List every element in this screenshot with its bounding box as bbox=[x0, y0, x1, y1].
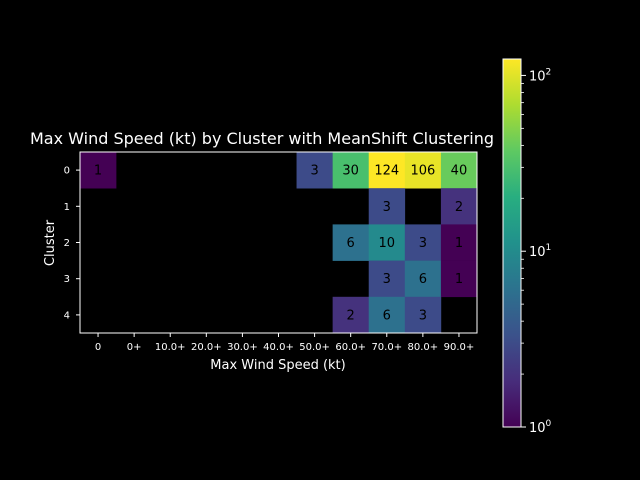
cell-value-label: 1 bbox=[94, 164, 102, 179]
cell-value-label: 6 bbox=[419, 272, 427, 287]
x-axis-label: Max Wind Speed (kt) bbox=[210, 358, 345, 373]
x-tick-label: 50.0+ bbox=[299, 342, 330, 353]
heatmap-cell bbox=[332, 152, 370, 189]
y-axis-ticks: 0 1 2 3 4 bbox=[64, 166, 80, 321]
cell-value-label: 30 bbox=[342, 164, 359, 179]
heatmap-cell bbox=[440, 188, 478, 225]
cell-value-label: 3 bbox=[383, 200, 391, 215]
x-axis-ticks: 0 0+ 10.0+ 20.0+ 30.0+ 40.0+ 50.0+ 60.0+ 70.0+ 80… bbox=[95, 333, 474, 353]
chart-title: Max Wind Speed (kt) by Cluster with Mean… bbox=[30, 129, 494, 148]
heatmap-cell bbox=[332, 224, 370, 261]
colorbar-ticks: 100 101 102 bbox=[521, 67, 552, 436]
y-tick-label: 1 bbox=[64, 202, 70, 213]
cell-value-label: 6 bbox=[383, 308, 391, 323]
colorbar bbox=[502, 58, 522, 428]
heatmap-cell bbox=[332, 296, 370, 334]
cell-value-label: 124 bbox=[374, 164, 399, 179]
cell-value-label: 6 bbox=[347, 236, 355, 251]
x-tick-label: 80.0+ bbox=[408, 342, 439, 353]
heatmap-cell bbox=[404, 260, 442, 298]
heatmap-cell bbox=[368, 224, 406, 261]
cell-value-label: 10 bbox=[378, 236, 395, 251]
cell-value-label: 2 bbox=[455, 200, 463, 215]
y-tick-label: 0 bbox=[64, 166, 70, 177]
heatmap-cell bbox=[440, 152, 478, 189]
heatmap-cell bbox=[404, 296, 442, 334]
heatmap-cell bbox=[368, 260, 406, 298]
colorbar-tick-label: 102 bbox=[529, 67, 551, 84]
colorbar-tick-label: 101 bbox=[529, 243, 551, 260]
heatmap-cell bbox=[368, 152, 406, 189]
y-tick-label: 2 bbox=[64, 238, 70, 249]
heatmap-cell bbox=[368, 188, 406, 225]
cell-value-label: 1 bbox=[455, 236, 463, 251]
cell-value-label: 106 bbox=[410, 164, 435, 179]
x-tick-label: 0+ bbox=[127, 342, 142, 353]
cell-value-label: 40 bbox=[451, 164, 468, 179]
x-tick-label: 10.0+ bbox=[155, 342, 186, 353]
heatmap-cell bbox=[404, 152, 442, 189]
heatmap-cells bbox=[80, 152, 478, 334]
heatmap-cell bbox=[368, 296, 406, 334]
x-tick-label: 20.0+ bbox=[191, 342, 222, 353]
y-tick-label: 3 bbox=[64, 274, 70, 285]
cell-value-label: 3 bbox=[383, 272, 391, 287]
cell-value-label: 3 bbox=[419, 308, 427, 323]
x-tick-label: 0 bbox=[95, 342, 101, 353]
heatmap-cell bbox=[404, 224, 442, 261]
heatmap-cell bbox=[296, 152, 333, 189]
colorbar-tick-label: 100 bbox=[529, 419, 552, 436]
heatmap-cell bbox=[440, 224, 478, 261]
heatmap-cell bbox=[440, 260, 478, 298]
y-axis-label: Cluster bbox=[43, 219, 58, 266]
heatmap-cell-labels: 1 3 30 124 106 40 3 2 6 10 3 1 3 6 1 2 6 3 bbox=[94, 164, 467, 324]
x-tick-label: 90.0+ bbox=[444, 342, 475, 353]
x-tick-label: 60.0+ bbox=[335, 342, 366, 353]
cell-value-label: 3 bbox=[419, 236, 427, 251]
x-tick-label: 70.0+ bbox=[371, 342, 402, 353]
cell-value-label: 2 bbox=[347, 308, 355, 323]
x-tick-label: 30.0+ bbox=[227, 342, 258, 353]
cell-value-label: 3 bbox=[310, 164, 318, 179]
cell-value-label: 1 bbox=[455, 272, 463, 287]
heatmap-cell bbox=[80, 152, 117, 189]
x-tick-label: 40.0+ bbox=[263, 342, 294, 353]
y-tick-label: 4 bbox=[64, 310, 70, 321]
